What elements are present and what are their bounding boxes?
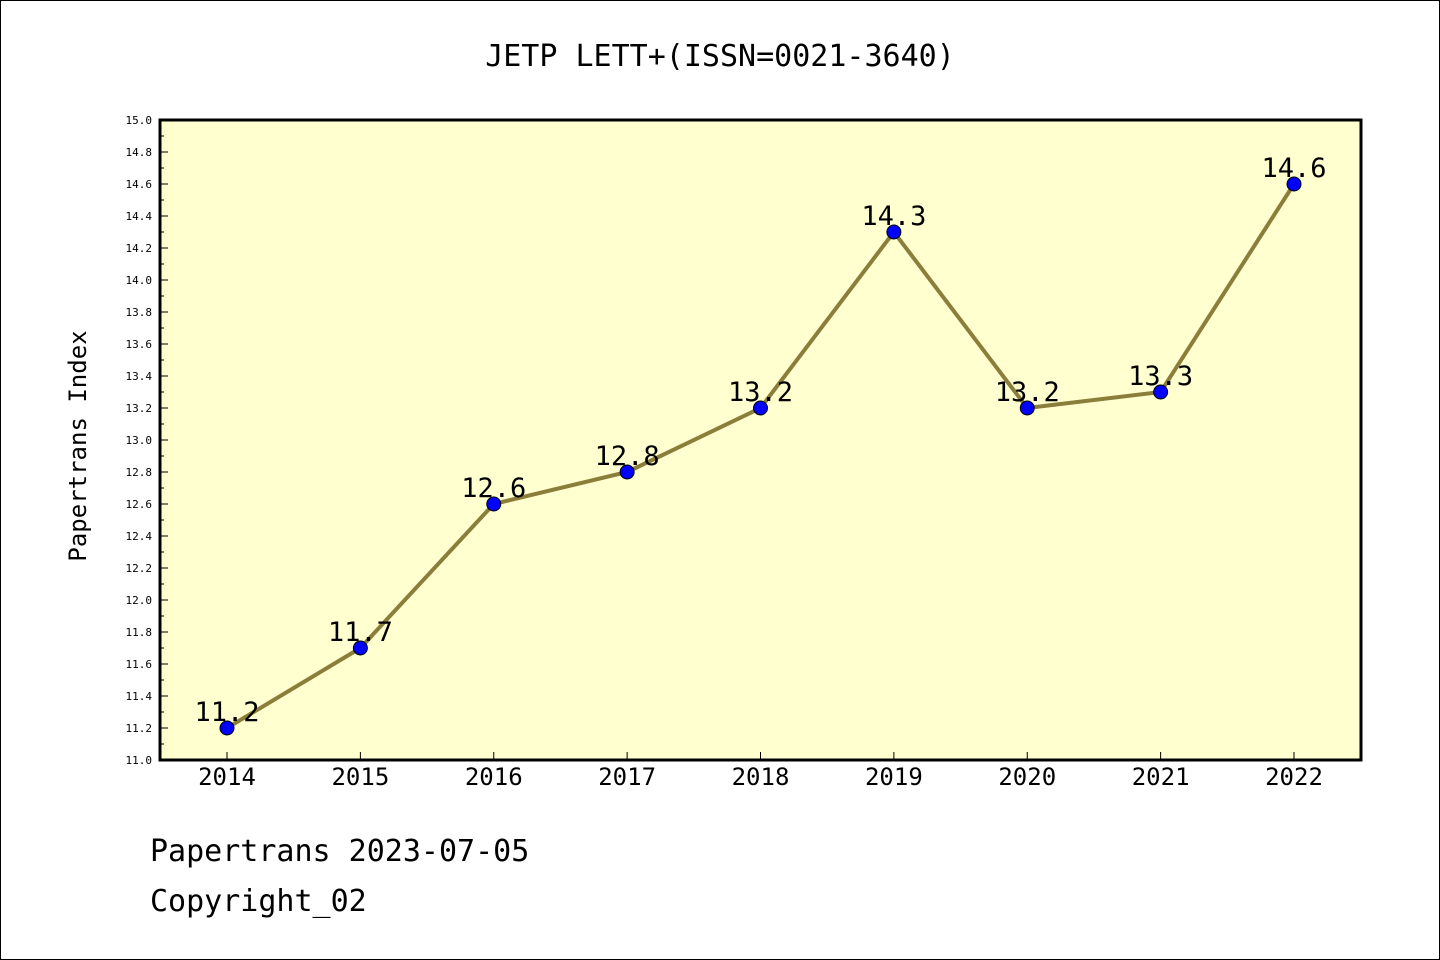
y-tick-label: 14.8 (126, 146, 153, 159)
x-tick-label: 2020 (998, 763, 1056, 791)
chart-title: JETP LETT+(ISSN=0021-3640) (485, 39, 955, 74)
y-tick-label: 13.4 (126, 370, 153, 383)
data-label: 12.8 (595, 441, 660, 472)
data-point-marker (1153, 384, 1169, 400)
data-label: 11.7 (328, 617, 393, 648)
x-tick-label: 2016 (465, 763, 523, 791)
y-tick-label: 12.8 (126, 466, 153, 479)
plot-background (160, 120, 1361, 760)
y-tick-label: 13.6 (126, 338, 153, 351)
data-point-marker (753, 400, 768, 416)
y-tick-label: 14.0 (126, 274, 153, 287)
data-label: 13.2 (728, 377, 793, 408)
data-label: 14.6 (1261, 153, 1326, 184)
y-tick-label: 11.0 (126, 754, 153, 767)
data-label: 12.6 (461, 473, 526, 504)
x-tick-label: 2014 (198, 763, 256, 791)
data-point-marker (486, 496, 502, 512)
y-tick-label: 12.6 (126, 498, 153, 511)
x-tick-label: 2022 (1265, 763, 1323, 791)
y-tick-label: 13.0 (126, 434, 153, 447)
y-tick-label: 14.2 (126, 242, 153, 255)
x-tick-label: 2019 (865, 763, 923, 791)
y-tick-label: 12.0 (126, 594, 153, 607)
y-tick-label: 14.4 (126, 210, 153, 223)
data-label: 14.3 (861, 201, 926, 232)
y-tick-label: 14.6 (126, 178, 153, 191)
data-label: 13.2 (995, 377, 1060, 408)
y-tick-label: 13.8 (126, 306, 153, 319)
plot-border (158, 118, 1363, 762)
y-tick-label: 12.4 (126, 530, 153, 543)
data-point-marker (219, 720, 235, 736)
x-tick-label: 2015 (331, 763, 389, 791)
y-tick-label: 15.0 (126, 114, 153, 127)
data-point-marker (619, 464, 635, 480)
data-point-marker (1286, 176, 1302, 192)
y-tick-label: 11.2 (126, 722, 153, 735)
plot-area: 11.0 11.2 11.4 11.6 11.8 12.0 12.2 12.4 12.6 12.8… (126, 114, 1363, 791)
footer-copyright-text: Copyright_02 (150, 884, 367, 919)
data-point-marker (352, 640, 368, 656)
x-tick-label: 2017 (598, 763, 656, 791)
data-point-marker (1019, 400, 1035, 416)
x-tick-label: 2021 (1132, 763, 1190, 791)
y-tick-label: 11.4 (126, 690, 153, 703)
data-label: 11.2 (194, 697, 259, 728)
y-axis-label: Papertrans Index (64, 330, 92, 561)
data-point-marker (886, 224, 902, 240)
y-tick-label: 11.8 (126, 626, 153, 639)
y-tick-label: 13.2 (126, 402, 153, 415)
data-label: 13.3 (1128, 361, 1193, 392)
y-tick-label: 11.6 (126, 658, 153, 671)
footer-date-text: Papertrans 2023-07-05 (150, 834, 530, 869)
x-tick-label: 2018 (732, 763, 790, 791)
y-tick-label: 12.2 (126, 562, 153, 575)
